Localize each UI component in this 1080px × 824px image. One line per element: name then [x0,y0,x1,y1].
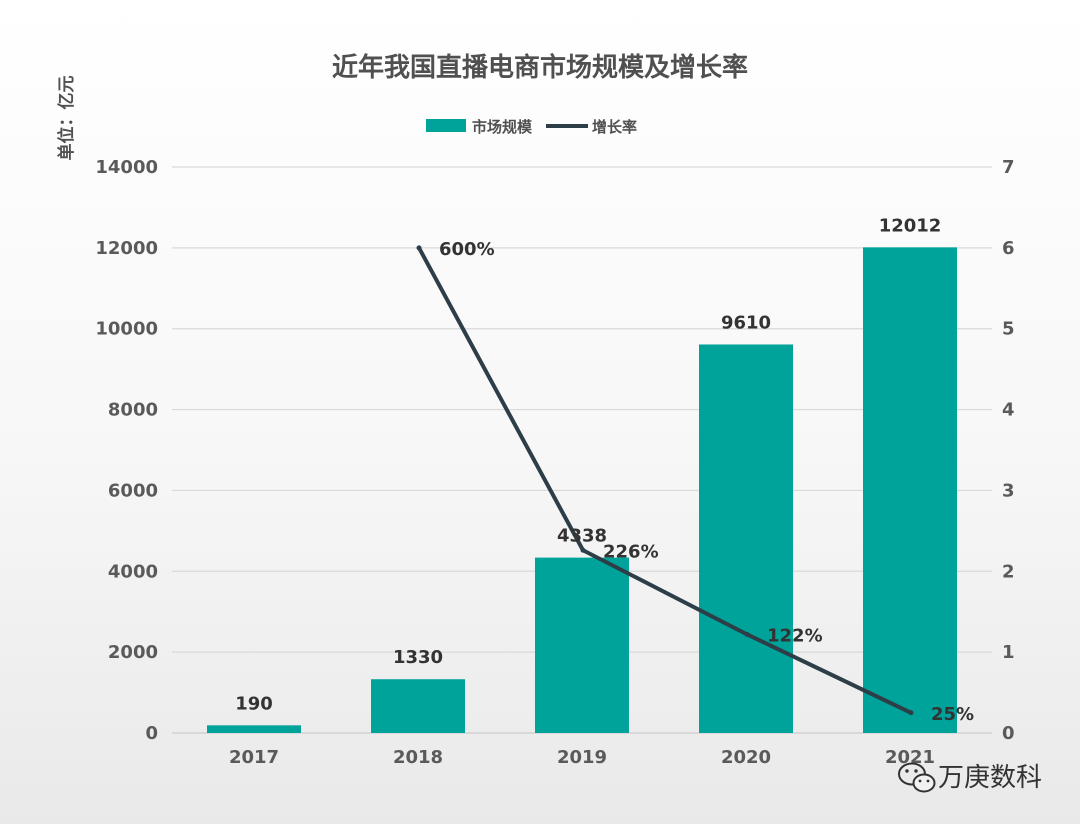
y-axis-unit-label: 单位：亿元 [56,76,77,161]
bar [699,344,793,733]
y-tick-right: 1 [1002,642,1015,663]
line-value-label: 226% [603,541,659,562]
line-value-label: 122% [767,625,823,646]
y-tick-left: 8000 [108,400,158,421]
y-tick-right: 0 [1002,723,1015,744]
bar-value-label: 4338 [557,526,607,547]
x-tick-label: 2017 [229,747,279,768]
line-value-label: 600% [439,239,495,260]
bar-series [207,247,957,733]
y-tick-left: 2000 [108,642,158,663]
legend-swatch-bar [426,119,466,132]
bar-value-label: 1330 [393,647,443,668]
y-axis-right: 0 1 2 3 4 5 6 7 [1002,157,1015,744]
growth-rate-line [417,245,913,715]
line-series [416,245,914,716]
y-tick-left: 0 [145,723,158,744]
line-point [416,245,422,251]
gridlines [172,166,992,734]
y-axis-left: 0 2000 4000 6000 8000 10000 12000 14000 [95,157,158,744]
y-tick-left: 10000 [95,319,158,340]
legend-label-bar: 市场规模 [472,118,533,136]
watermark: 万庚数科 [898,762,1042,793]
y-tick-right: 3 [1002,480,1015,501]
y-tick-left: 4000 [108,561,158,582]
bar [535,557,629,733]
y-tick-left: 12000 [95,238,158,259]
line-data-labels: 600% 226% 122% 25% [439,239,974,725]
x-tick-label: 2021 [885,747,935,768]
x-tick-label: 2020 [721,747,771,768]
line-point [908,710,914,716]
line-point [580,547,586,553]
watermark-text: 万庚数科 [938,763,1042,793]
line-value-label: 25% [931,704,974,725]
line-point [744,631,750,637]
y-tick-right: 7 [1002,157,1015,178]
x-tick-label: 2018 [393,747,443,768]
bar-data-labels: 190 1330 4338 9610 12012 [235,215,941,714]
y-tick-left: 14000 [95,157,158,178]
x-axis: 2017 2018 2019 2020 2021 [229,747,935,768]
bar [371,679,465,733]
y-tick-right: 4 [1002,400,1015,421]
bar-value-label: 9610 [721,312,771,333]
legend: 市场规模 增长率 [426,118,637,136]
bar [207,725,301,733]
bar [863,247,957,733]
y-tick-left: 6000 [108,480,158,501]
x-tick-label: 2019 [557,747,607,768]
bar-value-label: 190 [235,693,273,714]
chart-title: 近年我国直播电商市场规模及增长率 [332,52,748,83]
y-tick-right: 2 [1002,561,1015,582]
y-tick-right: 6 [1002,238,1015,259]
y-tick-right: 5 [1002,319,1015,340]
wechat-icon [898,762,936,793]
legend-label-line: 增长率 [592,118,637,136]
bar-value-label: 12012 [879,215,942,236]
